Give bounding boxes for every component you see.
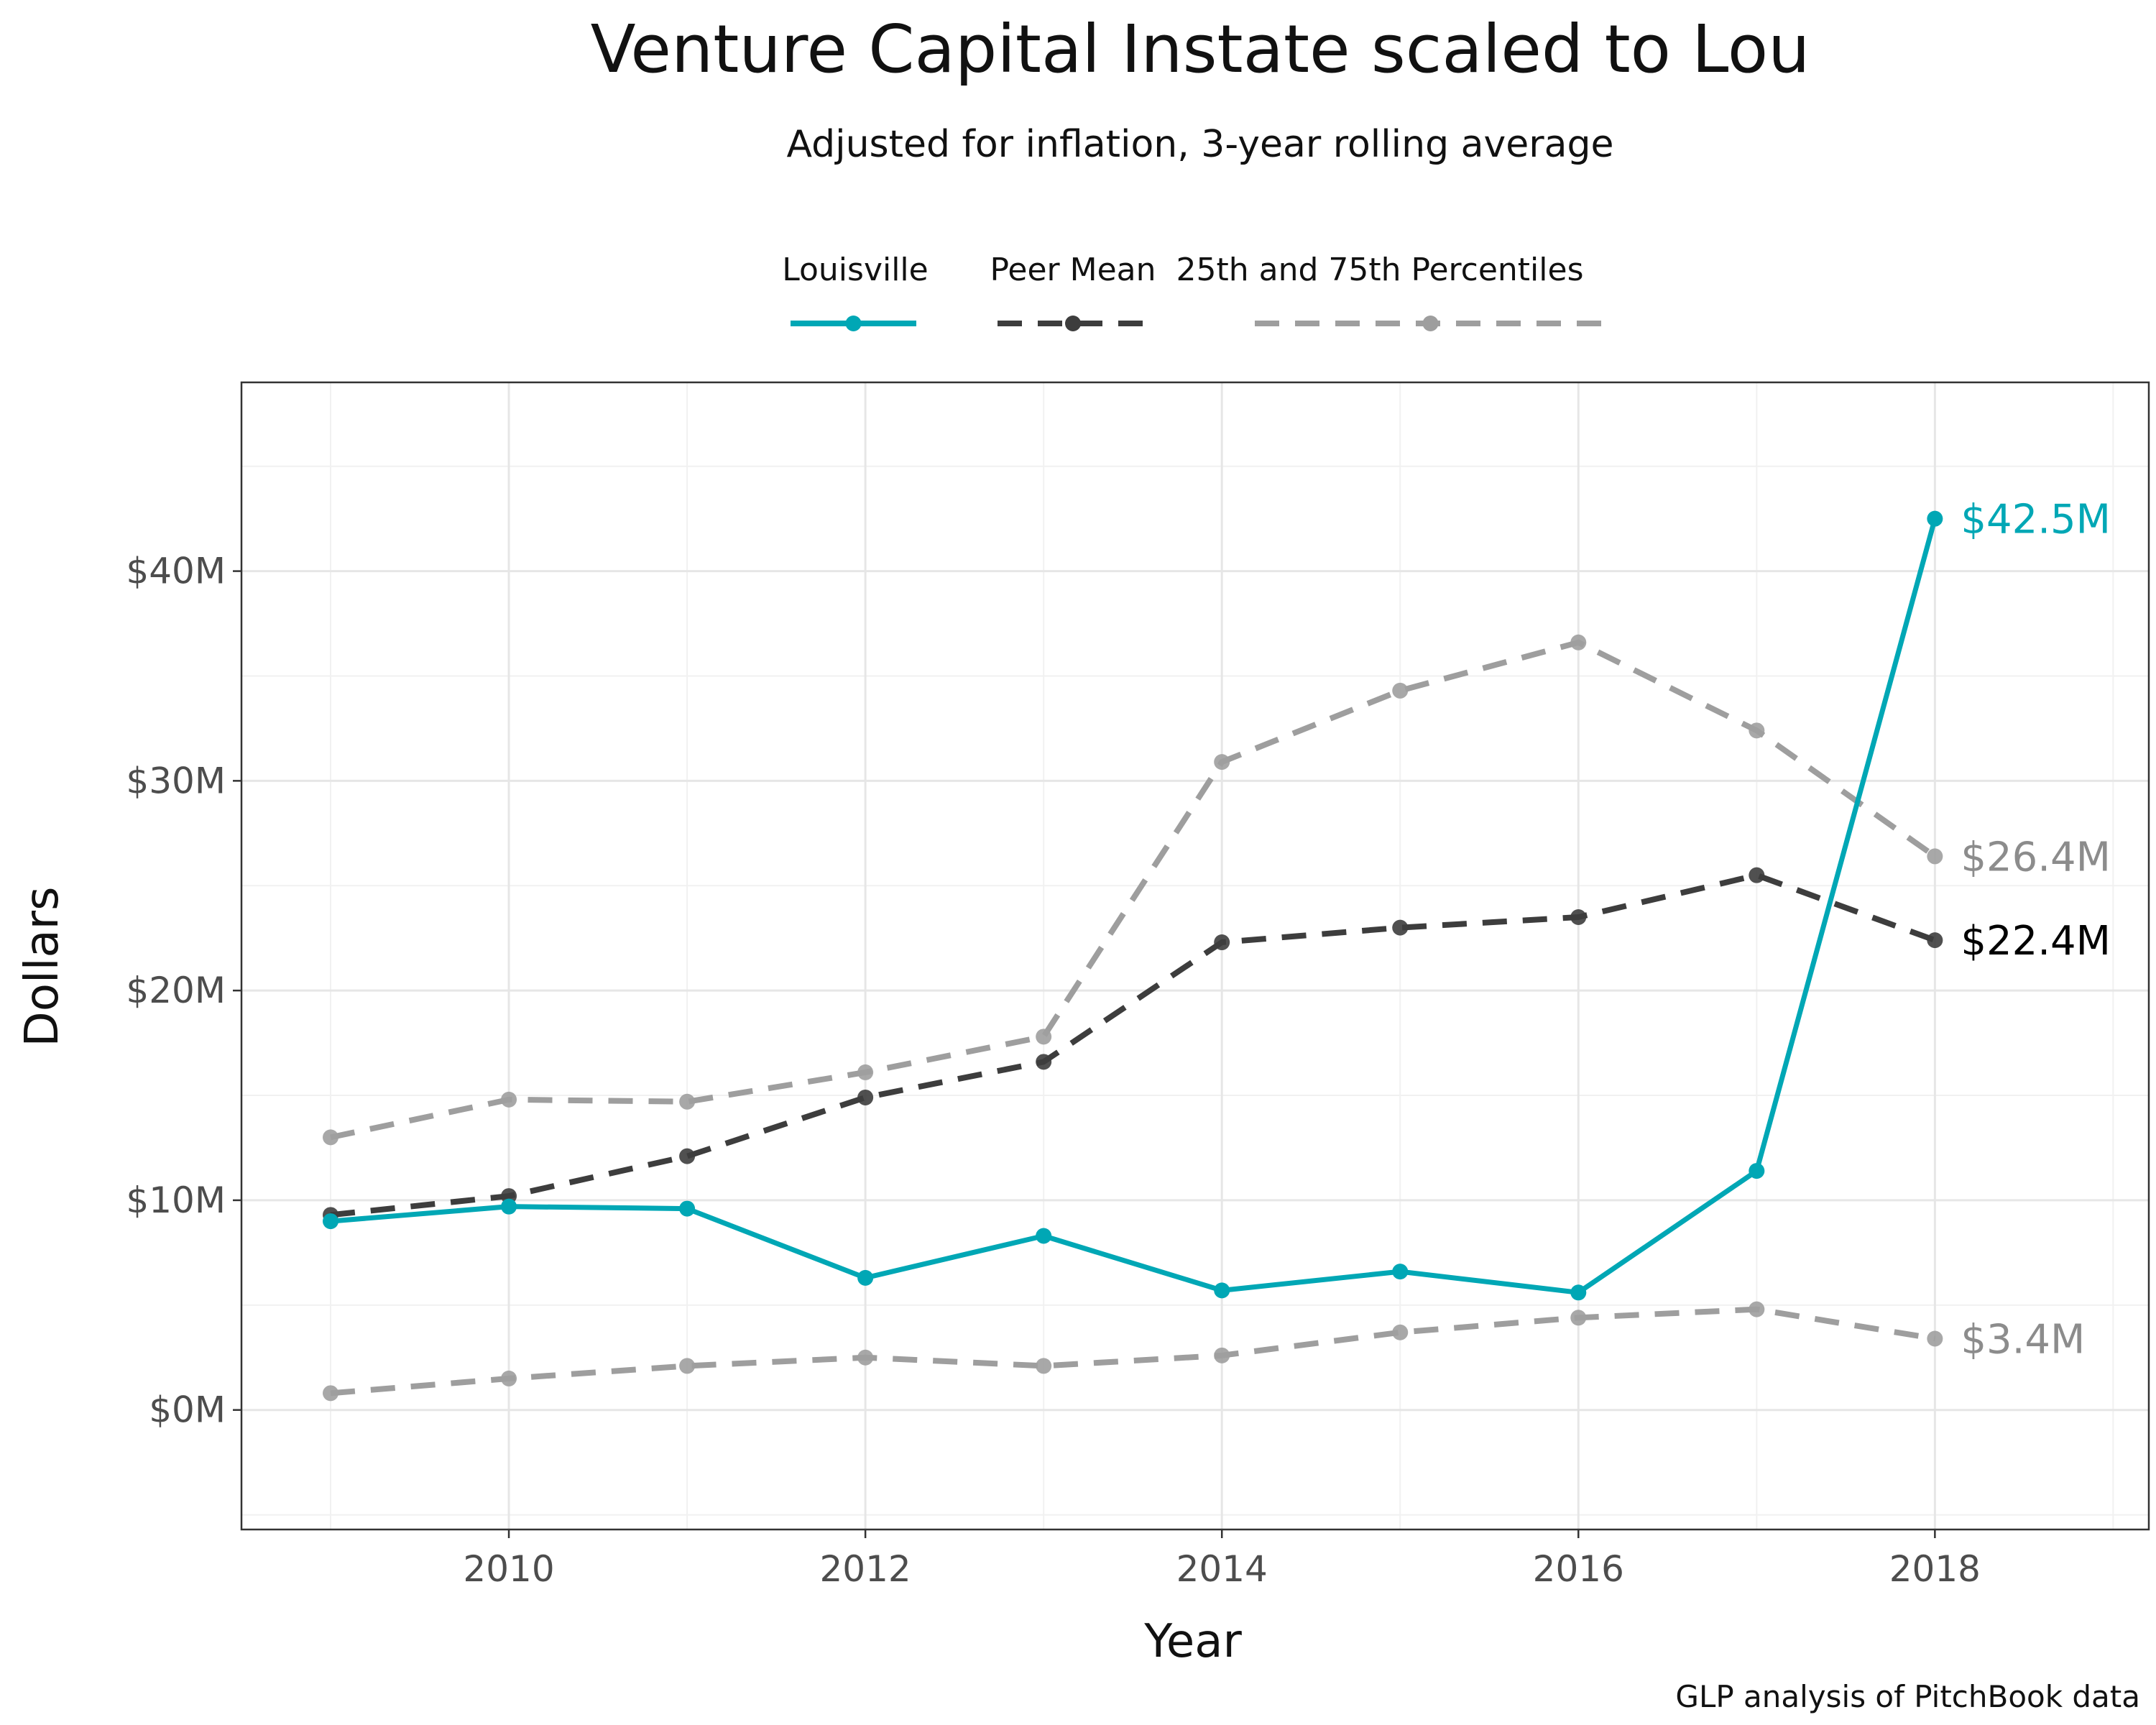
y-tick-label: $40M: [126, 551, 226, 592]
chart-title: Venture Capital Instate scaled to Lou: [591, 11, 1810, 88]
data-point: [1927, 1330, 1943, 1347]
chart-caption: GLP analysis of PitchBook data: [1675, 1679, 2140, 1714]
data-point: [1214, 754, 1230, 770]
data-point: [1036, 1029, 1052, 1045]
y-tick-label: $20M: [126, 970, 226, 1011]
y-tick-label: $0M: [149, 1389, 226, 1431]
data-point: [1927, 510, 1943, 527]
plot-panel: [241, 382, 2149, 1530]
data-point: [857, 1349, 874, 1366]
end-label: $3.4M: [1961, 1316, 2085, 1363]
data-point: [1036, 1358, 1052, 1374]
end-label: $42.5M: [1961, 497, 2111, 543]
series-percentile-0: [323, 634, 1943, 1146]
x-tick-label: 2014: [1176, 1548, 1268, 1590]
x-tick-label: 2016: [1533, 1548, 1624, 1590]
data-point: [1392, 919, 1409, 936]
data-point: [857, 1089, 874, 1105]
x-tick-label: 2010: [463, 1548, 554, 1590]
series-line: [330, 1306, 1936, 1397]
data-point: [1749, 1301, 1765, 1317]
y-axis: $0M $10M $20M $30M $40M: [126, 551, 241, 1431]
series-percentile-1: [323, 1301, 1943, 1402]
data-point: [1749, 1163, 1765, 1179]
legend-label: Peer Mean: [990, 252, 1156, 288]
data-point: [1570, 1310, 1587, 1326]
data-point: [1570, 909, 1587, 926]
data-point: [501, 1091, 517, 1108]
legend-label: 25th and 75th Percentiles: [1176, 252, 1584, 288]
legend-key-point: [845, 316, 862, 331]
data-point: [679, 1148, 696, 1164]
data-point: [1392, 1264, 1409, 1280]
data-point: [1214, 934, 1230, 951]
data-point: [1036, 1228, 1052, 1244]
legend: Louisville Peer Mean 25th and 75th Percent…: [782, 252, 1606, 331]
series-line: [330, 639, 1937, 1141]
data-point: [1570, 1284, 1587, 1301]
plot-border: [240, 381, 2150, 1531]
data-point: [323, 1385, 339, 1402]
chart-subtitle: Adjusted for inflation, 3-year rolling a…: [786, 123, 1613, 166]
data-point: [679, 1093, 696, 1110]
data-point: [1392, 1324, 1409, 1340]
data-point: [857, 1064, 874, 1080]
y-axis-title: Dollars: [16, 887, 69, 1047]
legend-key-point: [1422, 316, 1439, 331]
y-tick-label: $10M: [126, 1179, 226, 1221]
data-point: [1570, 634, 1587, 650]
data-point: [679, 1358, 696, 1374]
legend-item: Louisville: [782, 252, 929, 331]
x-tick-label: 2018: [1889, 1548, 1981, 1590]
data-point: [1214, 1347, 1230, 1363]
data-point: [323, 1129, 339, 1146]
legend-key-point: [1065, 316, 1081, 331]
data-point: [501, 1198, 517, 1215]
grid: [241, 382, 2149, 1530]
legend-item: 25th and 75th Percentiles: [1176, 252, 1606, 331]
end-label: $22.4M: [1961, 918, 2111, 965]
data-point: [1392, 682, 1409, 699]
data-point: [1749, 867, 1765, 883]
data-point: [1927, 932, 1943, 949]
end-labels: $42.5M $26.4M $22.4M $3.4M: [1961, 497, 2111, 1363]
legend-label: Louisville: [782, 252, 928, 288]
x-axis: 2010 2012 2014 2016 2018: [463, 1530, 1981, 1590]
y-tick-label: $30M: [126, 760, 226, 801]
data-point: [679, 1200, 696, 1217]
data-point: [857, 1269, 874, 1286]
x-tick-label: 2012: [820, 1548, 911, 1590]
data-point: [323, 1213, 339, 1230]
data-point: [501, 1370, 517, 1386]
data-point: [1749, 722, 1765, 739]
x-axis-title: Year: [1143, 1615, 1242, 1668]
data-point: [1927, 848, 1943, 865]
end-label: $26.4M: [1961, 834, 2111, 880]
series-louisville: [323, 510, 1943, 1301]
series-line: [330, 518, 1938, 1295]
data-point: [1214, 1282, 1230, 1299]
data-point: [1036, 1054, 1052, 1070]
series-layer: [323, 510, 1943, 1402]
legend-item: Peer Mean: [990, 252, 1156, 331]
